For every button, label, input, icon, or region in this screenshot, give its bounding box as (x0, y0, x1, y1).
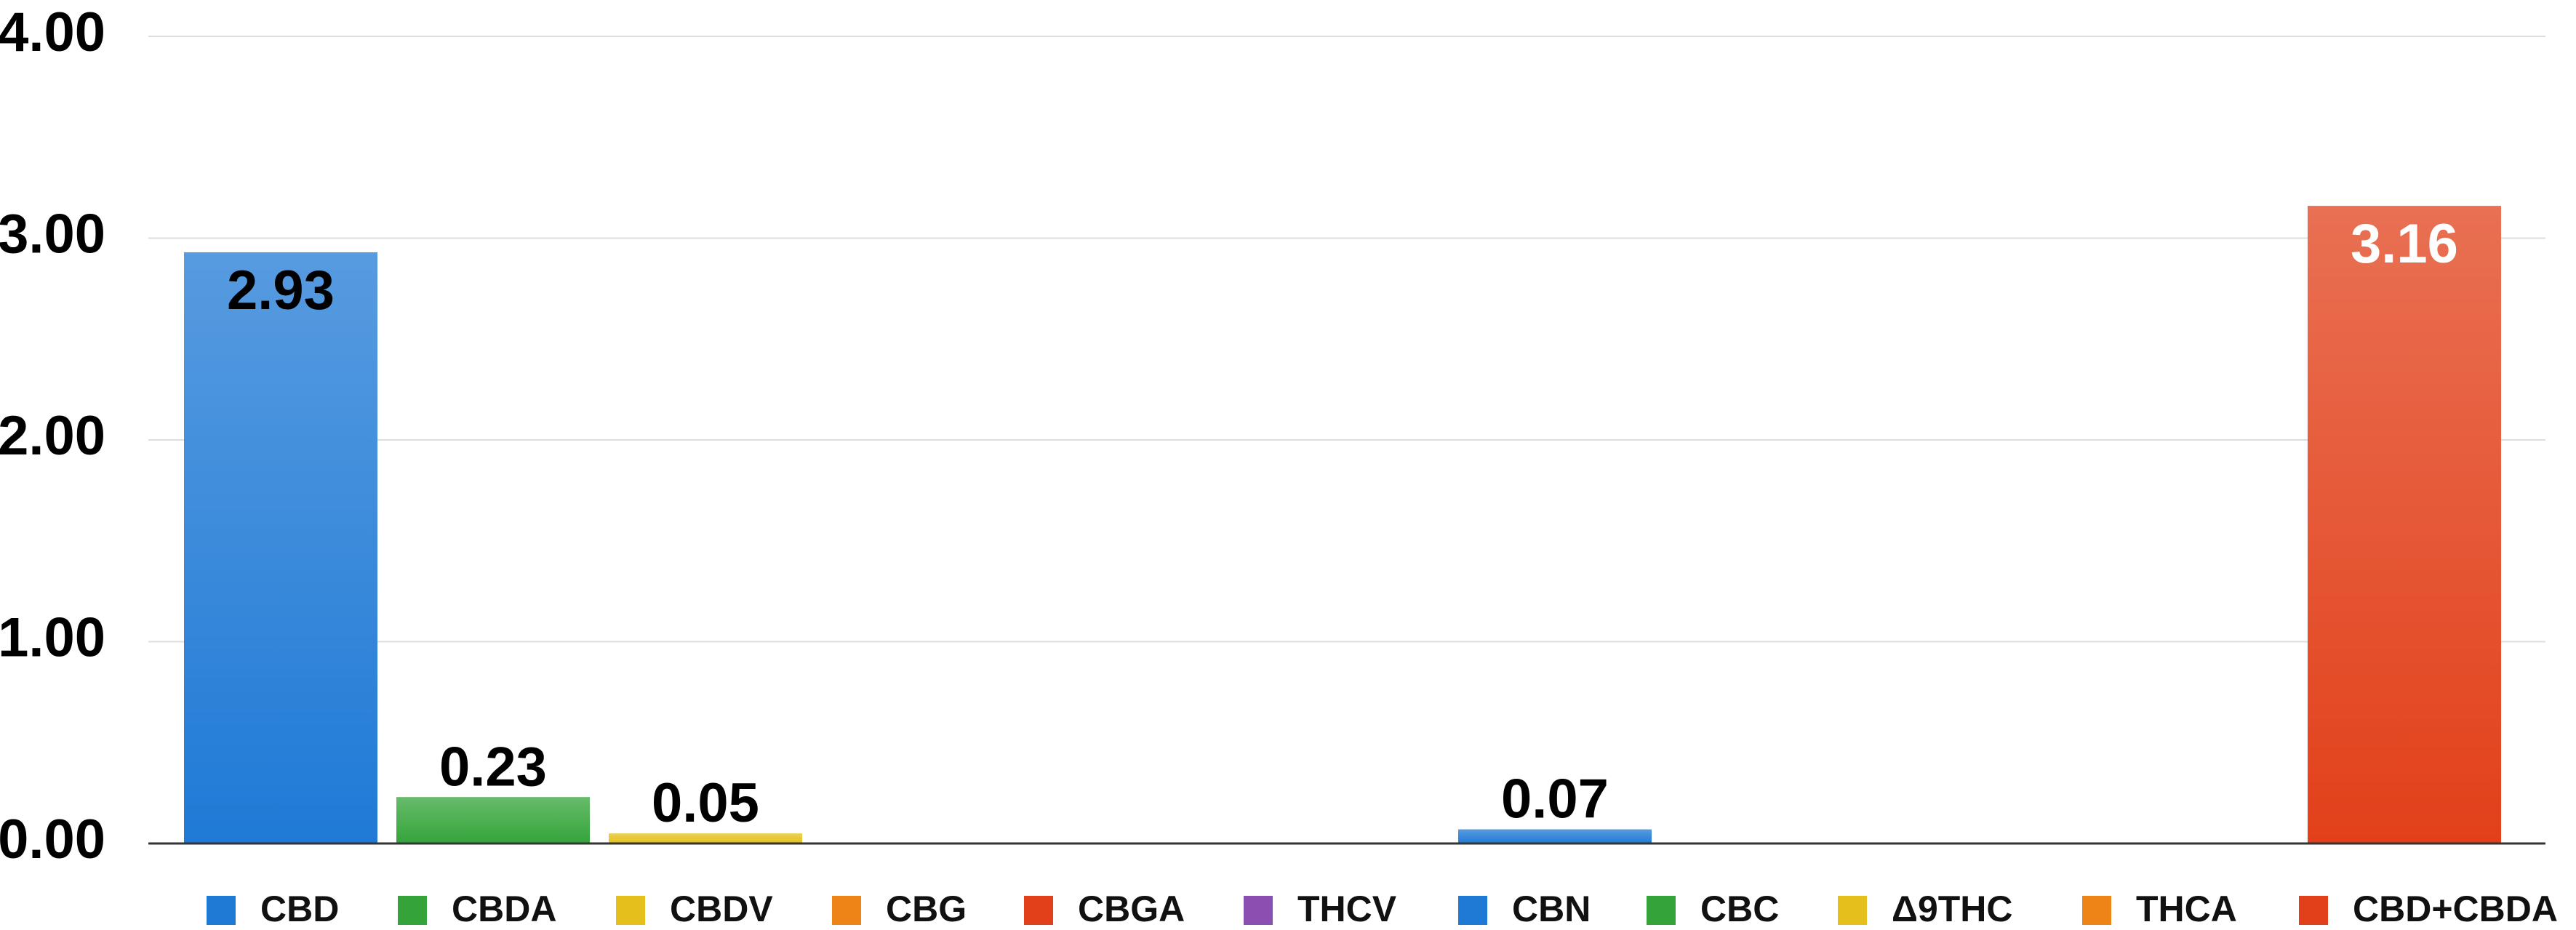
y-tick-label: 3.00 (0, 204, 105, 265)
legend-swatch (1458, 896, 1487, 925)
bar (2308, 206, 2501, 844)
legend-swatch (1024, 896, 1053, 925)
legend-label: CBN (1512, 889, 1591, 926)
legend-label: CBGA (1078, 889, 1185, 926)
legend-label: CBG (886, 889, 967, 926)
legend-label: CBD+CBDA (2353, 889, 2558, 926)
bar (396, 797, 590, 843)
legend-swatch (1647, 896, 1676, 925)
legend-label: Δ9THC (1892, 889, 2013, 926)
legend-label: CBDA (452, 889, 556, 926)
legend-label: THCA (2136, 889, 2237, 926)
bar (1458, 829, 1652, 843)
data-label: 0.23 (439, 736, 547, 798)
legend-swatch (1838, 896, 1867, 925)
legend-swatch (2299, 896, 2328, 925)
bar (184, 252, 377, 843)
data-label: 2.93 (227, 260, 335, 321)
legend-label: CBDV (670, 889, 773, 926)
y-tick-label: 4.00 (0, 1, 105, 63)
legend-label: CBD (260, 889, 339, 926)
bar (609, 833, 802, 843)
y-tick-label: 2.00 (0, 405, 105, 467)
legend-label: THCV (1297, 889, 1397, 926)
legend-swatch (616, 896, 645, 925)
legend-swatch (2082, 896, 2111, 925)
legend-swatch (1244, 896, 1273, 925)
legend-swatch (832, 896, 861, 925)
legend-label: CBC (1700, 889, 1779, 926)
y-tick-label: 1.00 (0, 607, 105, 669)
legend-swatch (207, 896, 236, 925)
y-tick-label: 0.00 (0, 809, 105, 870)
data-label: 0.05 (652, 772, 759, 834)
legend-swatch (398, 896, 427, 925)
data-label: 0.07 (1501, 769, 1609, 830)
data-label: 3.16 (2351, 213, 2458, 275)
